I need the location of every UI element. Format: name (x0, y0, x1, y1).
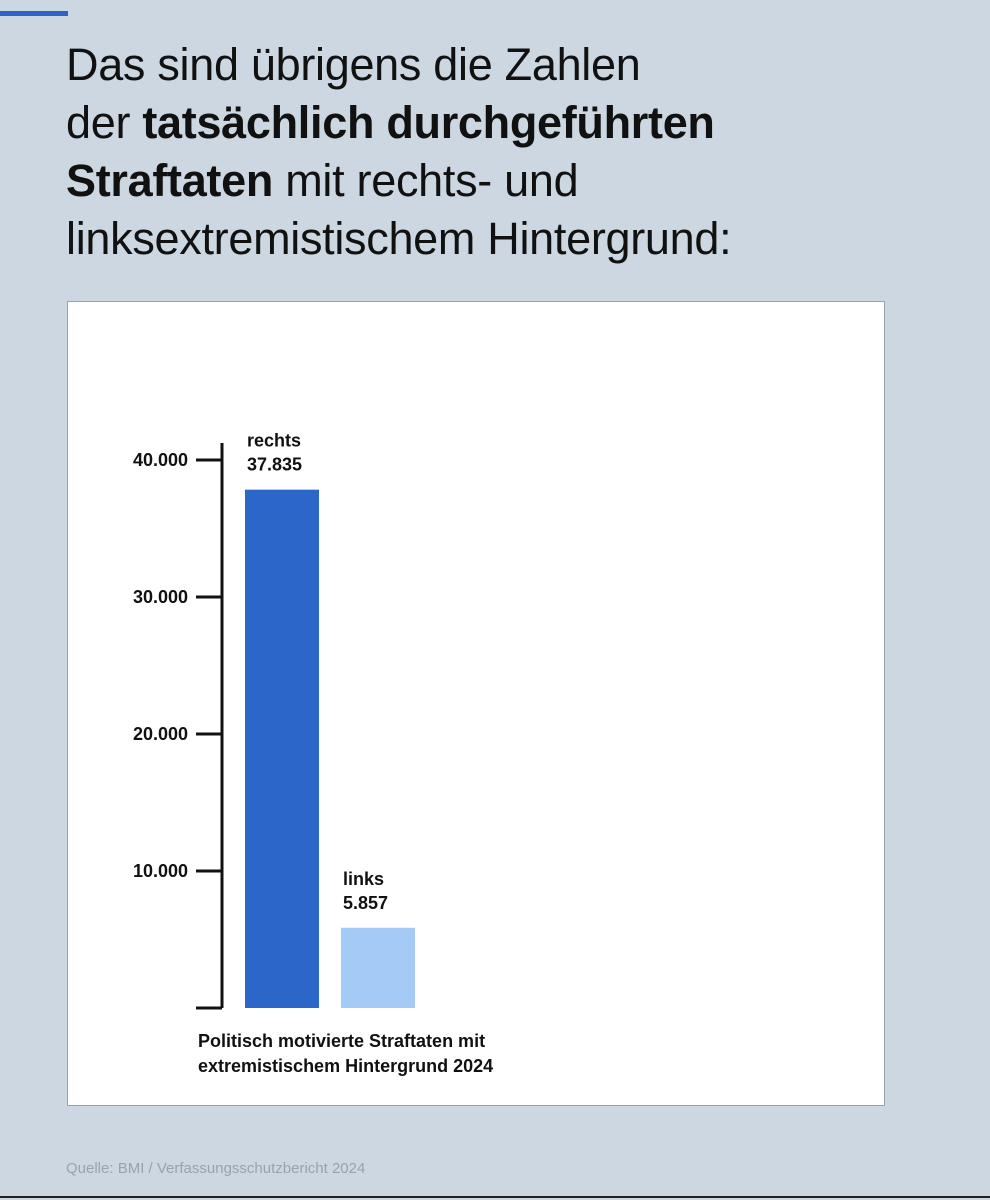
headline-line-1: Das sind übrigens die Zahlen (66, 39, 641, 90)
chart-panel: 10.000 20.000 30.000 40.000 rechts 37.835 link… (67, 301, 885, 1106)
bar-value-label: 37.835 (247, 455, 302, 475)
y-tick-label: 30.000 (133, 587, 188, 607)
y-tick-label: 40.000 (133, 450, 188, 470)
chart-caption-line: Politisch motivierte Straftaten mit (198, 1031, 485, 1051)
bar-rechts (245, 489, 319, 1008)
source-note: Quelle: BMI / Verfassungsschutzbericht 2… (66, 1160, 366, 1177)
headline-line-3: Straftaten mit rechts- und (66, 152, 946, 210)
headline-line-2-text: der (66, 97, 143, 148)
bar-chart: 10.000 20.000 30.000 40.000 rechts 37.835 link… (133, 431, 493, 1076)
headline-line-4: linksextremistischem Hintergrund: (66, 213, 732, 264)
y-tick-label: 10.000 (133, 861, 188, 881)
chart-caption-line: extremistischem Hintergrund 2024 (198, 1056, 493, 1076)
headline-line-2-bold: tatsächlich durchgeführten (142, 97, 715, 148)
bottom-rule (0, 1196, 990, 1198)
headline-line-2: der tatsächlich durchgeführten (66, 94, 946, 152)
accent-bar (0, 11, 68, 16)
y-tick-label: 20.000 (133, 724, 188, 744)
headline: Das sind übrigens die Zahlen der tatsäch… (66, 36, 946, 268)
headline-line-3-text: mit rechts- und (273, 155, 579, 206)
bar-links (341, 927, 415, 1008)
bar-category-label: links (343, 869, 384, 889)
headline-line-3-bold: Straftaten (66, 155, 274, 206)
bar-value-label: 5.857 (343, 893, 388, 913)
bar-category-label: rechts (247, 431, 301, 451)
